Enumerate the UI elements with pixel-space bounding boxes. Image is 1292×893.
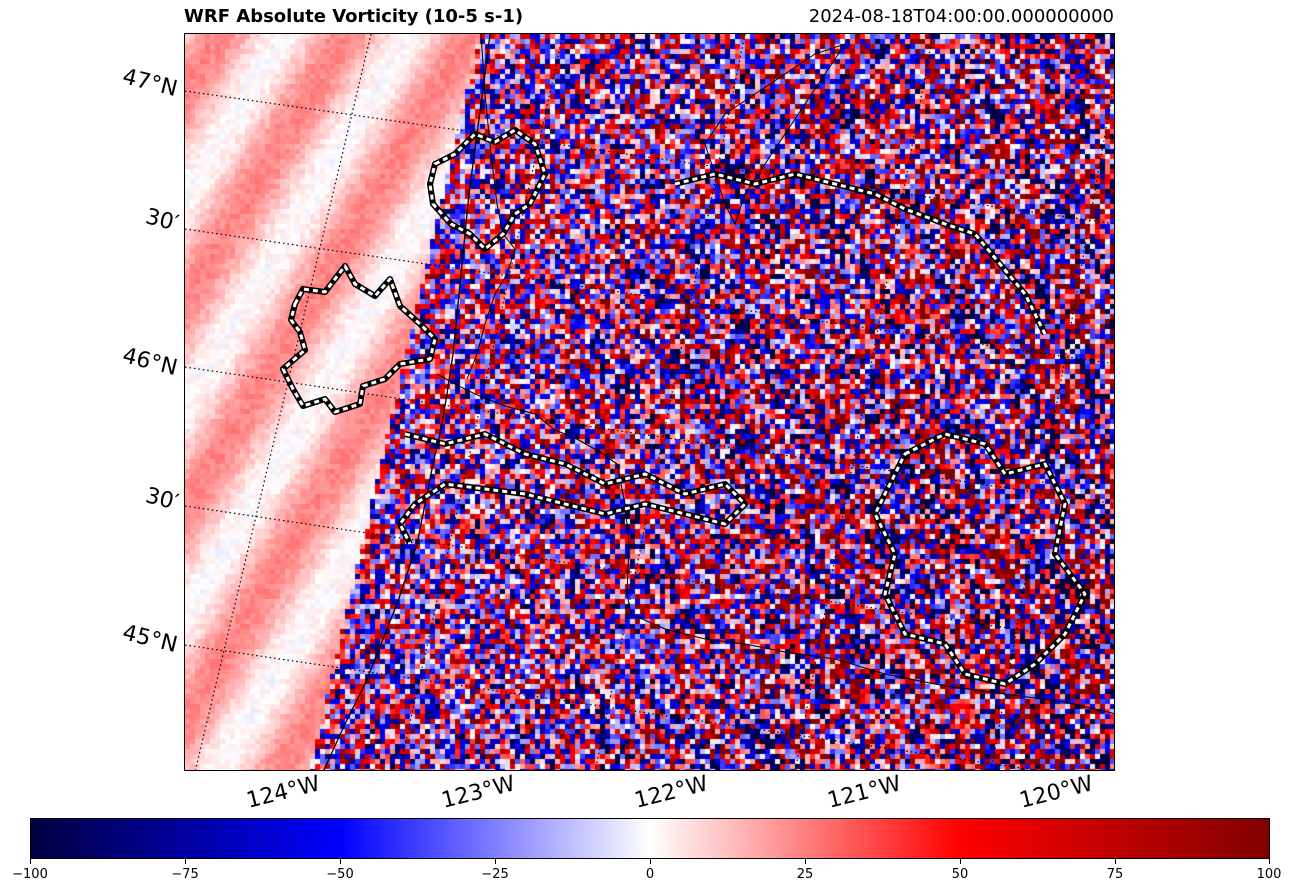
gridline-lat-46-30 bbox=[185, 228, 1114, 365]
map-overlay bbox=[185, 34, 1114, 770]
gridline-lon-124 bbox=[194, 34, 372, 770]
lat-label-4: 45°N bbox=[119, 620, 180, 659]
map-panel bbox=[184, 33, 1115, 771]
contour-white bbox=[281, 264, 437, 414]
contour-white-east bbox=[873, 432, 1087, 686]
map-title: WRF Absolute Vorticity (10-5 s-1) bbox=[184, 6, 524, 27]
lon-label-0: 124°W bbox=[244, 771, 323, 814]
lat-label-2: 46°N bbox=[119, 343, 180, 382]
colorbar bbox=[30, 818, 1270, 859]
contour-black-north bbox=[674, 171, 1048, 336]
lat-label-1: 30′ bbox=[142, 204, 182, 237]
contour-white-north bbox=[674, 172, 1047, 335]
gridline-lat-45-30 bbox=[185, 505, 1114, 645]
gridline-lon-121 bbox=[794, 34, 934, 770]
lake-outline bbox=[704, 43, 847, 226]
valid-time: 2024-08-18T04:00:00.000000000 bbox=[808, 6, 1114, 27]
gridline-lat-47 bbox=[185, 90, 1114, 225]
county-border bbox=[616, 463, 1114, 715]
colorbar-tick bbox=[185, 859, 186, 864]
lat-gridlines bbox=[185, 90, 1114, 770]
colorbar-tick-label: −50 bbox=[326, 867, 354, 882]
colorbar-tick bbox=[1269, 859, 1270, 864]
lon-label-4: 120°W bbox=[1017, 771, 1096, 814]
colorbar-tick bbox=[30, 859, 31, 864]
contour-black-east bbox=[872, 431, 1088, 687]
contour-white-valley bbox=[398, 432, 747, 545]
colorbar-tick bbox=[495, 859, 496, 864]
colorbar-tick-label: −25 bbox=[481, 867, 509, 882]
contour-white-coastal bbox=[428, 128, 547, 251]
colorbar-tick-label: 100 bbox=[1256, 867, 1282, 882]
colorbar-tick bbox=[340, 859, 341, 864]
colorbar-tick-label: 75 bbox=[1106, 867, 1124, 882]
contour-lines bbox=[280, 127, 1088, 687]
lat-label-0: 47°N bbox=[119, 64, 180, 103]
colorbar-tick-label: −75 bbox=[171, 867, 199, 882]
lon-gridlines bbox=[194, 34, 1114, 770]
gridline-lat-46 bbox=[185, 366, 1114, 505]
gridline-lon-123 bbox=[398, 34, 564, 770]
lon-label-1: 123°W bbox=[439, 771, 518, 814]
lon-label-2: 122°W bbox=[632, 771, 711, 814]
colorbar-tick bbox=[960, 859, 961, 864]
lon-label-3: 121°W bbox=[825, 771, 904, 814]
colorbar-tick bbox=[805, 859, 806, 864]
colorbar-tick-label: 0 bbox=[645, 867, 655, 882]
colorbar-tick-label: 25 bbox=[796, 867, 814, 882]
colorbar-tick-label: −100 bbox=[12, 867, 48, 882]
state-border-washington-oregon bbox=[436, 373, 618, 465]
vorticity-field bbox=[185, 34, 1114, 770]
colorbar-tick-label: 50 bbox=[951, 867, 969, 882]
contour-black-coastal bbox=[427, 127, 548, 252]
colorbar-tick bbox=[650, 859, 651, 864]
gridline-lon-122 bbox=[594, 34, 746, 770]
colorbar-tick bbox=[1115, 859, 1116, 864]
gridline-lon-120 bbox=[990, 80, 1114, 770]
lat-label-3: 30′ bbox=[142, 483, 182, 516]
contour-black-valley bbox=[397, 431, 748, 546]
coastline bbox=[323, 34, 491, 770]
river-outline bbox=[466, 34, 516, 380]
gridline-lat-45 bbox=[185, 644, 1039, 770]
